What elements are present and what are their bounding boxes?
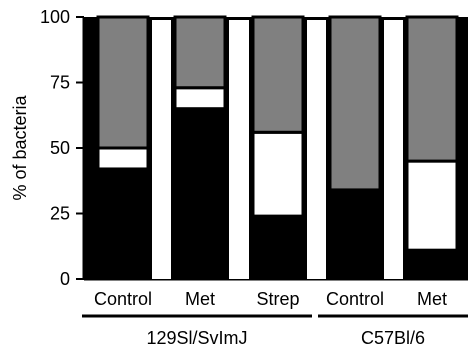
- x-category-label: Strep: [256, 289, 299, 309]
- y-tick-label: 25: [50, 204, 70, 224]
- bar-gap: [152, 20, 171, 279]
- plot-area: [84, 15, 468, 281]
- x-category-label: Control: [326, 289, 384, 309]
- y-tick-label: 100: [40, 7, 70, 27]
- bar-segment-4-1: [405, 159, 459, 252]
- y-axis-title: % of bacteria: [10, 94, 30, 200]
- bar-segment-0-2: [96, 15, 150, 150]
- group-label: C57Bl/6: [361, 328, 425, 348]
- y-tick-label: 0: [60, 269, 70, 289]
- bar-gap: [229, 20, 249, 279]
- x-category-label: Met: [185, 289, 215, 309]
- y-tick-label: 50: [50, 138, 70, 158]
- x-axis-labels: Control Met Strep Control Met: [94, 289, 447, 309]
- bar-segment-0-1: [96, 146, 150, 171]
- bar-gap: [307, 20, 326, 279]
- group-label: 129Sl/SvImJ: [146, 328, 247, 348]
- bar-gap: [384, 20, 403, 279]
- bar-segment-2-2: [251, 15, 305, 134]
- bar-segment-2-0: [251, 214, 305, 281]
- bar-segment-3-0: [328, 188, 382, 281]
- bar-segment-1-2: [173, 15, 227, 90]
- x-category-label: Met: [417, 289, 447, 309]
- bar-segment-3-2: [328, 15, 382, 192]
- x-category-label: Control: [94, 289, 152, 309]
- bar-segment-2-1: [251, 130, 305, 218]
- group-labels: 129Sl/SvImJ C57Bl/6: [82, 314, 468, 348]
- bar-segment-4-0: [405, 248, 459, 281]
- bar-segment-0-0: [96, 167, 150, 281]
- bar-segment-4-2: [405, 15, 459, 163]
- bar-segment-1-0: [173, 107, 227, 281]
- bar-segment-1-1: [173, 86, 227, 111]
- y-tick-label: 75: [50, 73, 70, 93]
